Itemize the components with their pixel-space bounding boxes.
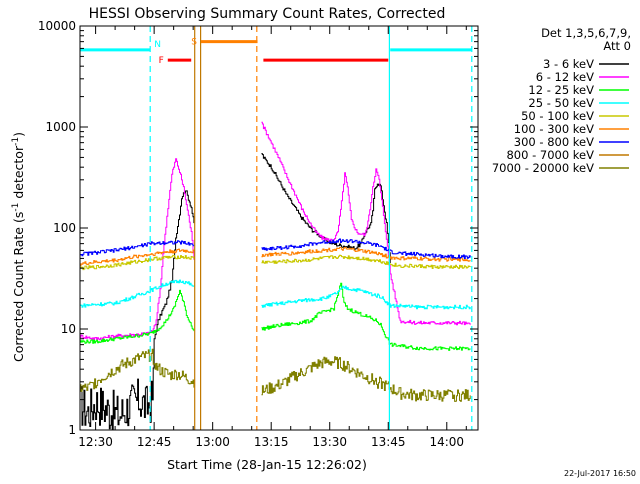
flag-label-3: S: [191, 38, 197, 48]
legend-label-8: 7000 - 20000 keV: [492, 161, 594, 175]
legend-label-5: 100 - 300 keV: [514, 122, 594, 136]
y-axis-label-part-2: detector: [11, 145, 26, 203]
legend-title-1: Det 1,3,5,6,7,9,: [541, 26, 631, 40]
legend-label-1: 6 - 12 keV: [536, 70, 594, 84]
legend-label-6: 300 - 800 keV: [514, 135, 594, 149]
legend-label-4: 50 - 100 keV: [521, 109, 594, 123]
series-line-4: [80, 254, 471, 271]
chart-title: HESSI Observing Summary Count Rates, Cor…: [89, 6, 446, 22]
y-axis-label-part-1: Corrected Count Rate (s: [11, 212, 26, 362]
legend-title-2: Att 0: [603, 39, 631, 53]
y-tick-label-0: 1: [68, 423, 76, 437]
flag-label-1: N: [154, 40, 161, 50]
series-line-3: [80, 279, 471, 310]
series-line-2: [80, 282, 471, 351]
y-tick-label-4: 10000: [38, 19, 76, 33]
y-tick-label-1: 10: [61, 322, 76, 336]
y-axis-label-part-3: ): [11, 132, 26, 137]
x-tick-label-6: 14:00: [429, 435, 464, 449]
footer-timestamp: 22-Jul-2017 16:50: [564, 469, 636, 478]
legend-label-7: 800 - 7000 keV: [506, 148, 594, 162]
plot-area: NF S: [80, 26, 473, 431]
y-tick-label-3: 1000: [45, 120, 76, 134]
series-line-5: [80, 247, 471, 267]
x-axis-label: Start Time (28-Jan-15 12:26:02): [167, 457, 367, 472]
flag-label-2: F: [159, 56, 164, 66]
series-line-6: [80, 238, 471, 259]
series-line-8: [80, 348, 471, 402]
y-tick-label-2: 100: [53, 221, 76, 235]
y-axis-label: Corrected Count Rate (s-1 detector-1): [11, 132, 26, 362]
series-line-1: [80, 121, 471, 341]
x-tick-label-1: 12:45: [137, 435, 172, 449]
x-tick-label-0: 12:30: [78, 435, 113, 449]
legend-label-3: 25 - 50 keV: [528, 96, 594, 110]
legend-label-0: 3 - 6 keV: [543, 57, 594, 71]
plot-frame: [79, 25, 479, 431]
axes: 1 10 100 1000 10000 12:30 12:45 13:00 13:15 13:30…: [38, 19, 479, 449]
y-axis-label-sup-1: -1: [11, 203, 21, 212]
x-tick-label-2: 13:00: [195, 435, 230, 449]
legend-label-2: 12 - 25 keV: [528, 83, 594, 97]
x-tick-label-3: 13:15: [254, 435, 289, 449]
x-tick-label-4: 13:30: [312, 435, 347, 449]
series-line-0: [80, 153, 391, 431]
y-axis-label-sup-2: -1: [11, 137, 21, 146]
x-tick-label-5: 13:45: [371, 435, 406, 449]
